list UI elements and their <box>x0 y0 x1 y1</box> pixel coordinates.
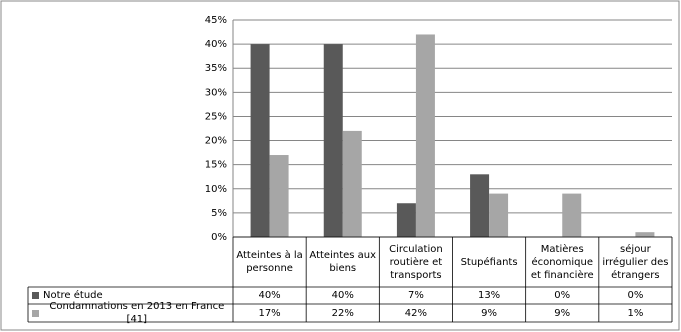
bar <box>250 44 270 237</box>
bar <box>396 203 416 237</box>
category-label-text: Circulation routière et transports <box>389 243 443 281</box>
table-value: 40% <box>233 287 306 304</box>
category-label-text: séjour irrégulier des étrangers <box>602 243 669 281</box>
category-label: séjour irrégulier des étrangers <box>599 237 672 287</box>
bar <box>489 193 509 237</box>
table-value: 1% <box>599 304 672 322</box>
y-tick-label: 5% <box>211 208 227 219</box>
y-tick-label: 35% <box>205 63 227 74</box>
table-value: 0% <box>599 287 672 304</box>
legend-item: Condamnations en 2013 en France [41] <box>28 301 233 325</box>
legend-label: Notre étude <box>43 290 103 301</box>
y-tick-label: 10% <box>205 184 227 195</box>
category-label: Matières économique et financière <box>526 237 599 287</box>
category-label-text: Matières économique et financière <box>530 243 594 281</box>
table-value: 42% <box>379 304 452 322</box>
table-value: 7% <box>379 287 452 304</box>
table-value: 0% <box>526 287 599 304</box>
table-value-text: 9% <box>554 307 571 319</box>
table-value: 40% <box>306 287 379 304</box>
y-tick-label: 30% <box>205 87 227 98</box>
y-tick-label: 15% <box>205 160 227 171</box>
table-value-text: 40% <box>258 290 281 301</box>
table-value-text: 13% <box>477 290 501 301</box>
table-value-text: 7% <box>407 290 424 301</box>
table-value-text: 0% <box>554 290 571 301</box>
bar <box>269 155 289 237</box>
category-label: Atteintes aux biens <box>306 237 379 287</box>
category-label: Atteintes à la personne <box>233 237 306 287</box>
bar <box>323 44 343 237</box>
category-label: Stupéfiants <box>453 237 526 287</box>
category-label: Circulation routière et transports <box>379 237 452 287</box>
bar <box>635 232 655 237</box>
legend-label: Condamnations en 2013 en France [41] <box>49 301 225 325</box>
table-value-text: 42% <box>404 307 428 319</box>
table-value-text: 0% <box>627 290 644 301</box>
table-value: 22% <box>306 304 379 322</box>
table-value-text: 40% <box>331 290 354 301</box>
table-value: 9% <box>453 304 526 322</box>
table-value: 9% <box>526 304 599 322</box>
y-tick-label: 25% <box>205 111 227 122</box>
legend-key <box>32 292 39 299</box>
category-label-text: Atteintes à la personne <box>236 250 303 274</box>
y-tick-label: 0% <box>211 232 227 243</box>
table-value-text: 17% <box>258 307 281 319</box>
table-value-text: 9% <box>481 307 498 319</box>
table-value-text: 22% <box>331 307 354 319</box>
table-value: 13% <box>453 287 526 304</box>
y-tick-label: 20% <box>205 136 227 147</box>
category-label-text: Atteintes aux biens <box>309 250 377 274</box>
y-tick-label: 40% <box>205 39 227 50</box>
legend-key <box>32 309 39 317</box>
table-value-text: 1% <box>627 307 644 319</box>
bar <box>562 193 582 237</box>
y-tick-label: 45% <box>205 15 227 26</box>
bar <box>470 174 490 237</box>
bar <box>415 34 435 237</box>
category-label-text: Stupéfiants <box>460 256 518 268</box>
bar <box>342 130 362 237</box>
table-value: 17% <box>233 304 306 322</box>
legend-item: Notre étude <box>28 287 233 304</box>
